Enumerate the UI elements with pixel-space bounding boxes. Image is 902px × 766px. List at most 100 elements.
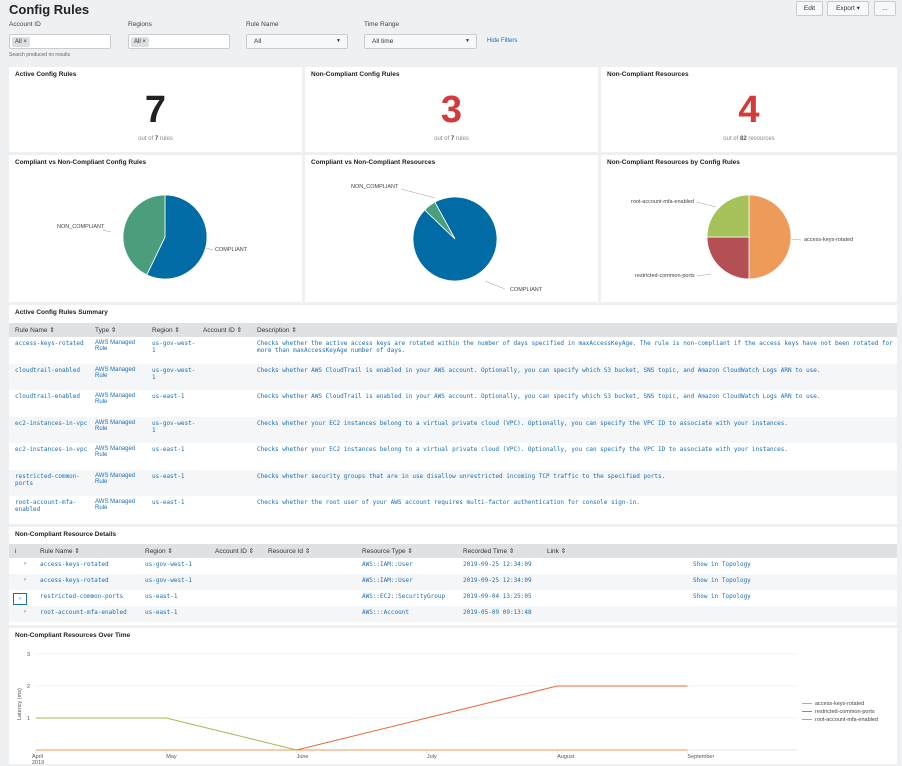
resource-id-cell[interactable] — [262, 606, 356, 622]
table-row[interactable]: cloudtrail-enabled AWS Managed Rule us-eas… — [9, 390, 897, 417]
recorded-time-cell[interactable]: 2019-09-25 12:34:09 — [457, 574, 541, 590]
region-cell[interactable]: us-east-1 — [152, 393, 185, 400]
type-cell[interactable]: AWS Managed Rule — [89, 363, 146, 390]
type-cell[interactable]: AWS Managed Rule — [89, 416, 146, 443]
region-cell[interactable]: us-east-1 — [146, 469, 197, 496]
table-row[interactable]: › root-account-mfa-enabled us-east-1 AWS:::… — [9, 606, 897, 622]
resource-type-cell[interactable]: AWS::EC2::SecurityGroup — [362, 593, 446, 600]
export-button[interactable]: Export ▾ — [827, 1, 869, 16]
column-header-rule-name[interactable]: Rule Name ⇕ — [9, 323, 89, 337]
account-id-cell[interactable] — [197, 496, 251, 523]
description-cell[interactable]: Checks whether security groups that are … — [251, 469, 897, 496]
expand-row-icon[interactable]: › — [13, 593, 27, 605]
edit-button[interactable]: Edit — [796, 1, 823, 16]
type-cell[interactable]: AWS Managed Rule — [95, 340, 136, 352]
column-header-resource-type[interactable]: Resource Type ⇕ — [356, 544, 457, 558]
description-cell[interactable]: Checks whether AWS CloudTrail is enabled… — [257, 393, 821, 400]
rule-name-cell[interactable]: access-keys-rotated — [40, 561, 109, 568]
show-in-topology-link[interactable]: Show in Topology — [693, 561, 751, 568]
column-header-region[interactable]: Region ⇕ — [139, 544, 209, 558]
description-cell[interactable]: Checks whether your EC2 instances belong… — [257, 446, 789, 453]
show-in-topology-link[interactable]: Show in Topology — [541, 574, 897, 590]
rule-name-cell[interactable]: root-account-mfa-enabled — [34, 606, 139, 622]
account-id-cell[interactable] — [197, 416, 251, 443]
region-cell[interactable]: us-east-1 — [152, 499, 185, 506]
type-cell[interactable]: AWS Managed Rule — [89, 469, 146, 496]
column-header-description[interactable]: Description ⇕ — [251, 323, 897, 337]
column-header-resource-id[interactable]: Resource Id ⇕ — [262, 544, 356, 558]
region-cell[interactable]: us-gov-west-1 — [139, 574, 209, 590]
rule-name-cell[interactable]: cloudtrail-enabled — [9, 363, 89, 390]
expand-row-icon[interactable]: › — [24, 561, 26, 567]
series-line-root-account-mfa-enabled[interactable] — [36, 717, 297, 751]
account-id-cell[interactable] — [209, 574, 262, 590]
table-row[interactable]: restricted-common-ports AWS Managed Rule u… — [9, 469, 897, 496]
rule-name-cell[interactable]: cloudtrail-enabled — [15, 393, 81, 400]
region-cell[interactable]: us-east-1 — [152, 446, 185, 453]
column-header-region[interactable]: Region ⇕ — [146, 323, 197, 337]
resource-type-cell[interactable]: AWS:::Account — [356, 606, 457, 622]
recorded-time-cell[interactable]: 2019-09-04 13:25:05 — [463, 593, 532, 600]
legend-item[interactable]: access-keys-rotated — [802, 700, 878, 708]
table-row[interactable]: › access-keys-rotated us-gov-west-1 AWS::IA… — [9, 574, 897, 590]
account-id-cell[interactable] — [197, 390, 251, 417]
column-header-type[interactable]: Type ⇕ — [89, 323, 146, 337]
show-in-topology-link[interactable] — [541, 606, 897, 622]
resource-type-cell[interactable]: AWS::IAM::User — [356, 574, 457, 590]
expand-row-icon[interactable]: › — [24, 609, 26, 615]
show-in-topology-link[interactable]: Show in Topology — [693, 593, 751, 600]
region-cell[interactable]: us-gov-west-1 — [152, 340, 196, 354]
rule-name-cell[interactable]: ec2-instances-in-vpc — [9, 416, 89, 443]
table-row[interactable]: root-account-mfa-enabled AWS Managed Rule… — [9, 496, 897, 523]
account-id-cell[interactable] — [209, 558, 262, 574]
type-cell[interactable]: AWS Managed Rule — [95, 393, 136, 405]
table-row[interactable]: access-keys-rotated AWS Managed Rule us-go… — [9, 337, 897, 364]
column-header-recorded-time[interactable]: Recorded Time ⇕ — [457, 544, 541, 558]
description-cell[interactable]: Checks whether AWS CloudTrail is enabled… — [251, 363, 897, 390]
description-cell[interactable]: Checks whether the active access keys ar… — [257, 340, 893, 354]
type-cell[interactable]: AWS Managed Rule — [95, 446, 136, 458]
resource-type-cell[interactable]: AWS::IAM::User — [362, 561, 413, 568]
region-cell[interactable]: us-gov-west-1 — [146, 363, 197, 390]
rule-name-cell[interactable]: ec2-instances-in-vpc — [15, 446, 88, 453]
expand-cell[interactable]: › — [9, 590, 34, 606]
pie-slice-root-account-mfa-enabled[interactable] — [706, 194, 750, 238]
account-id-input[interactable]: All × — [9, 34, 111, 49]
account-id-cell[interactable] — [197, 337, 251, 364]
expand-cell[interactable]: › — [9, 606, 34, 622]
hide-filters-link[interactable]: Hide Filters — [487, 38, 518, 44]
expand-cell[interactable]: › — [9, 558, 34, 574]
table-row[interactable]: › restricted-common-ports us-east-1 AWS::EC… — [9, 590, 897, 606]
column-header-rule-name[interactable]: Rule Name ⇕ — [34, 544, 139, 558]
region-cell[interactable]: us-gov-west-1 — [146, 416, 197, 443]
account-id-cell[interactable] — [209, 606, 262, 622]
pie-slice-non-compliant[interactable] — [122, 194, 166, 276]
table-row[interactable]: › access-keys-rotated us-gov-west-1 AWS::IA… — [9, 558, 897, 574]
pie-slice-restricted-common-ports[interactable] — [706, 236, 750, 280]
pie-slice-compliant[interactable] — [412, 196, 498, 282]
pie-slice-non-compliant[interactable] — [424, 201, 456, 240]
account-id-cell[interactable] — [197, 363, 251, 390]
time-range-select[interactable]: All time ▼ — [364, 34, 477, 49]
column-header-account-id[interactable]: Account ID ⇕ — [197, 323, 251, 337]
account-id-chip[interactable]: All × — [12, 37, 30, 47]
resource-id-cell[interactable] — [262, 574, 356, 590]
expand-row-icon[interactable]: › — [24, 577, 26, 583]
description-cell[interactable]: Checks whether your EC2 instances belong… — [251, 416, 897, 443]
resource-id-cell[interactable] — [262, 590, 356, 606]
rule-name-cell[interactable]: access-keys-rotated — [34, 574, 139, 590]
expand-cell[interactable]: › — [9, 574, 34, 590]
table-row[interactable]: ec2-instances-in-vpc AWS Managed Rule us-g… — [9, 416, 897, 443]
regions-chip[interactable]: All × — [131, 37, 149, 47]
recorded-time-cell[interactable]: 2019-09-25 12:34:09 — [463, 561, 532, 568]
region-cell[interactable]: us-east-1 — [139, 606, 209, 622]
table-row[interactable]: ec2-instances-in-vpc AWS Managed Rule us-e… — [9, 443, 897, 470]
table-row[interactable]: cloudtrail-enabled AWS Managed Rule us-gov… — [9, 363, 897, 390]
column-header-account-id[interactable]: Account ID ⇕ — [209, 544, 262, 558]
column-header-link[interactable]: Link ⇕ — [541, 544, 897, 558]
legend-item[interactable]: root-account-mfa-enabled — [802, 716, 878, 724]
type-cell[interactable]: AWS Managed Rule — [95, 499, 136, 511]
rule-name-cell[interactable]: restricted-common-ports — [9, 469, 89, 496]
region-cell[interactable]: us-gov-west-1 — [145, 561, 192, 568]
series-line-restricted-common-ports[interactable] — [296, 685, 688, 751]
